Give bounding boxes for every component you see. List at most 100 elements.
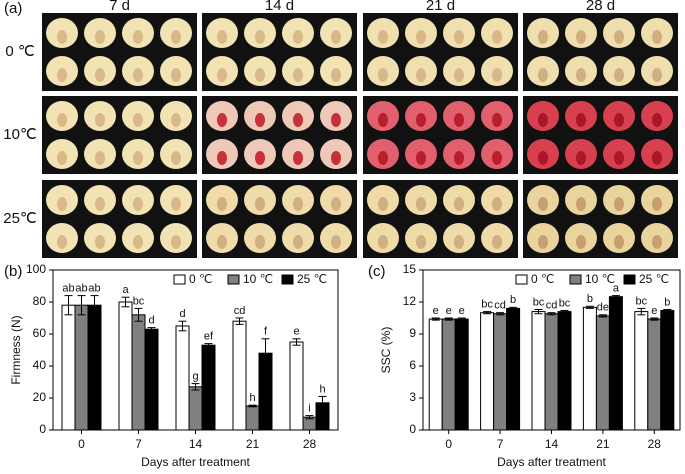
photo	[202, 13, 357, 91]
legend-label: 10 ℃	[585, 272, 615, 286]
y-tick-label: 6	[409, 358, 416, 372]
fruit-core	[576, 68, 586, 82]
error-bar	[496, 312, 505, 316]
fruit-core	[95, 68, 105, 82]
error-bar	[77, 295, 86, 316]
significance-letter: h	[249, 392, 255, 404]
error-bar	[261, 338, 270, 369]
x-axis-label: Days after treatment	[497, 455, 606, 469]
error-bar	[64, 295, 73, 316]
error-bar	[560, 310, 569, 314]
bar	[289, 341, 304, 431]
fruit-core	[538, 30, 548, 44]
bar	[531, 311, 546, 431]
photo	[363, 96, 518, 174]
column-label: 7 d	[109, 0, 130, 14]
error-bar	[547, 312, 556, 316]
legend-label: 0 ℃	[189, 272, 212, 286]
significance-letter: h	[319, 383, 325, 395]
y-tick-label: 80	[33, 294, 47, 308]
fruit-core	[378, 197, 388, 211]
fruit-core	[331, 151, 341, 165]
error-bar	[305, 415, 314, 420]
fruit-core	[293, 197, 303, 211]
error-bar	[235, 317, 244, 325]
fruit-core	[293, 235, 303, 249]
bar	[582, 306, 597, 431]
fruit-core	[454, 113, 464, 127]
bar	[647, 318, 662, 431]
error-bar	[318, 395, 327, 410]
significance-letter: de	[597, 302, 609, 314]
bar	[634, 311, 649, 431]
column-label: 28 d	[586, 0, 615, 14]
significance-letter: bc	[481, 299, 493, 311]
fruit-core	[416, 68, 426, 82]
column-label: 21 d	[426, 0, 455, 14]
fruit-core	[293, 113, 303, 127]
bar	[454, 318, 469, 431]
error-bar	[444, 317, 453, 321]
x-tick-label: 14	[189, 437, 203, 451]
significance-letter: f	[264, 326, 268, 338]
fruit-core	[576, 197, 586, 211]
fruit-core	[133, 197, 143, 211]
fruit-core	[95, 30, 105, 44]
bar	[480, 312, 495, 431]
significance-letter: b	[587, 293, 593, 305]
fruit-core	[293, 30, 303, 44]
significance-letter: ab	[75, 283, 87, 295]
x-tick-label: 7	[135, 437, 142, 451]
bar	[660, 310, 675, 431]
fruit-core	[492, 68, 502, 82]
x-tick-label: 28	[303, 437, 317, 451]
y-tick-label: 0	[409, 422, 416, 436]
error-bar	[248, 404, 257, 408]
fruit-core	[255, 197, 265, 211]
y-tick-label: 60	[33, 326, 47, 340]
photo	[363, 13, 518, 91]
legend-swatch	[173, 274, 186, 285]
photo	[523, 13, 678, 91]
bar	[232, 320, 247, 431]
bar	[201, 344, 216, 431]
fruit-core	[416, 113, 426, 127]
significance-letter: a	[613, 283, 620, 295]
significance-letter: a	[122, 284, 129, 296]
significance-letter: cd	[234, 305, 246, 317]
fruit-core	[416, 235, 426, 249]
bar	[245, 405, 260, 431]
photo	[42, 96, 197, 174]
fruit-core	[538, 197, 548, 211]
significance-letter: bc	[533, 296, 545, 308]
column-label: 14 d	[265, 0, 294, 14]
panel-label: (a)	[4, 0, 22, 17]
fruit-core	[133, 113, 143, 127]
photo	[42, 180, 197, 258]
photo	[523, 96, 678, 174]
x-tick-label: 0	[78, 437, 85, 451]
fruit-core	[416, 151, 426, 165]
error-bar	[534, 308, 543, 315]
bar	[608, 296, 623, 431]
fruit-core	[492, 197, 502, 211]
error-bar	[598, 314, 607, 318]
fruit-core	[614, 151, 624, 165]
bar	[144, 328, 159, 431]
fruit-core	[133, 151, 143, 165]
fruit-core	[454, 68, 464, 82]
fruit-core	[217, 151, 227, 165]
y-tick-label: 9	[409, 326, 416, 340]
fruit-core	[538, 68, 548, 82]
fruit-core	[293, 151, 303, 165]
fruit-core	[217, 30, 227, 44]
error-bar	[147, 327, 156, 332]
bar	[544, 313, 559, 431]
error-bar	[121, 296, 130, 308]
fruit-core	[255, 30, 265, 44]
fruit-core	[217, 197, 227, 211]
significance-letter: b	[664, 296, 670, 308]
bar	[557, 311, 572, 431]
fruit-core	[95, 235, 105, 249]
